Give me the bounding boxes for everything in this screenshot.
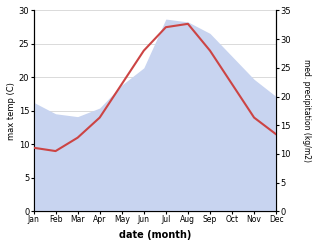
X-axis label: date (month): date (month) (119, 230, 191, 240)
Y-axis label: max temp (C): max temp (C) (7, 82, 16, 140)
Y-axis label: med. precipitation (kg/m2): med. precipitation (kg/m2) (302, 59, 311, 162)
